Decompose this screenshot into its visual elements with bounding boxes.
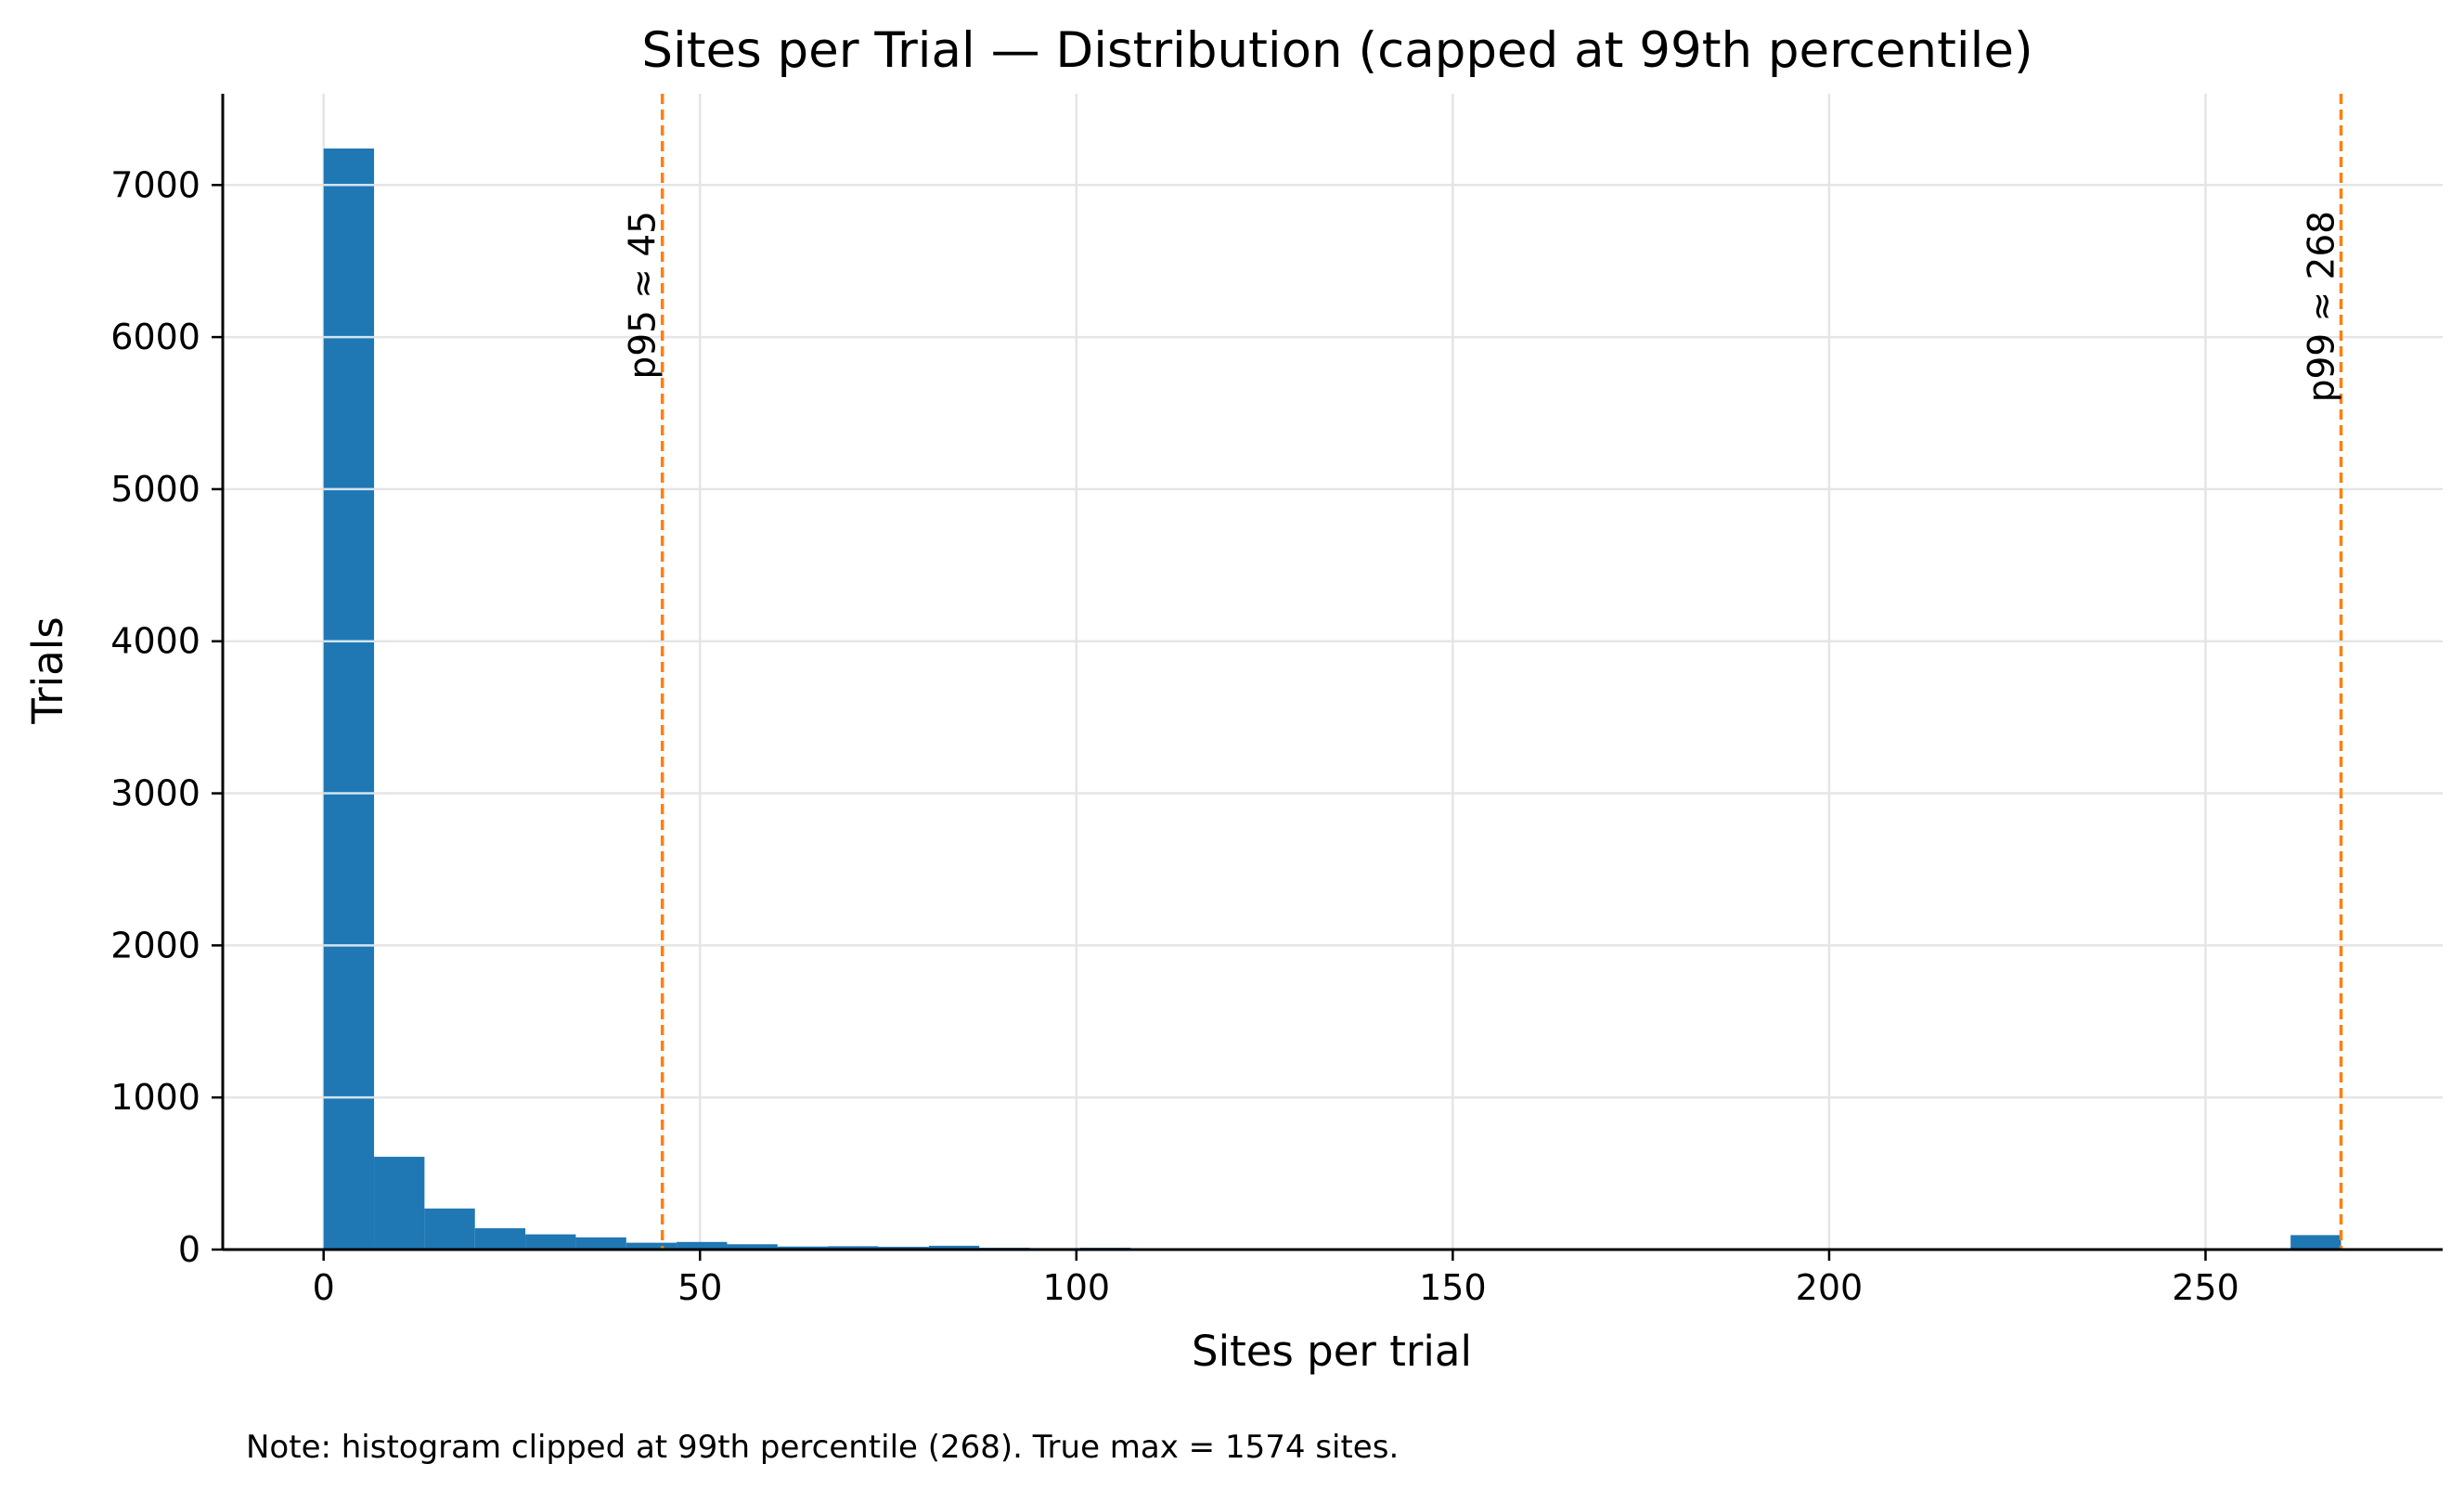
chart-title: Sites per Trial — Distribution (capped a… <box>641 22 2032 79</box>
histogram-bar <box>474 1228 526 1250</box>
x-tick-label: 0 <box>313 1267 335 1308</box>
y-tick-label: 5000 <box>110 469 200 510</box>
tick-labels: 0 50 100 150 200 250 0 1000 2000 3000 4000 5000 6000… <box>110 164 2238 1308</box>
histogram-bar <box>424 1208 475 1250</box>
histogram-bars <box>323 148 2341 1250</box>
histogram-bar <box>575 1237 626 1250</box>
y-axis-label: Trials <box>23 616 72 724</box>
axes <box>212 94 2443 1261</box>
x-tick-label: 150 <box>1419 1267 1487 1308</box>
reference-line-label: p99 ≈ 268 <box>2301 211 2342 402</box>
y-tick-label: 3000 <box>110 773 200 814</box>
histogram-bar <box>677 1241 728 1250</box>
y-tick-label: 1000 <box>110 1077 200 1118</box>
y-tick-label: 4000 <box>110 621 200 662</box>
histogram-bar <box>2290 1235 2341 1250</box>
x-tick-label: 50 <box>677 1267 722 1308</box>
histogram-bar <box>928 1245 980 1250</box>
reference-lines: p95 ≈ 45 p99 ≈ 268 <box>623 94 2342 1250</box>
x-tick-label: 250 <box>2172 1267 2239 1308</box>
y-tick-label: 2000 <box>110 925 200 965</box>
x-axis-label: Sites per trial <box>1192 1327 1472 1376</box>
histogram-bar <box>828 1246 879 1250</box>
histogram-bar <box>374 1157 425 1250</box>
histogram-bar <box>626 1242 677 1250</box>
clipping-note: Note: histogram clipped at 99th percenti… <box>246 1429 1399 1466</box>
x-tick-label: 200 <box>1796 1267 1864 1308</box>
reference-line-label: p95 ≈ 45 <box>623 211 664 379</box>
y-tick-label: 7000 <box>110 164 200 205</box>
histogram-bar <box>777 1246 829 1250</box>
y-tick-label: 0 <box>178 1229 200 1270</box>
histogram-bar <box>323 148 375 1250</box>
grid-lines <box>223 94 2443 1251</box>
histogram-bar <box>525 1234 576 1250</box>
y-tick-label: 6000 <box>110 317 200 357</box>
histogram-bar <box>727 1244 778 1250</box>
x-tick-label: 100 <box>1043 1267 1111 1308</box>
